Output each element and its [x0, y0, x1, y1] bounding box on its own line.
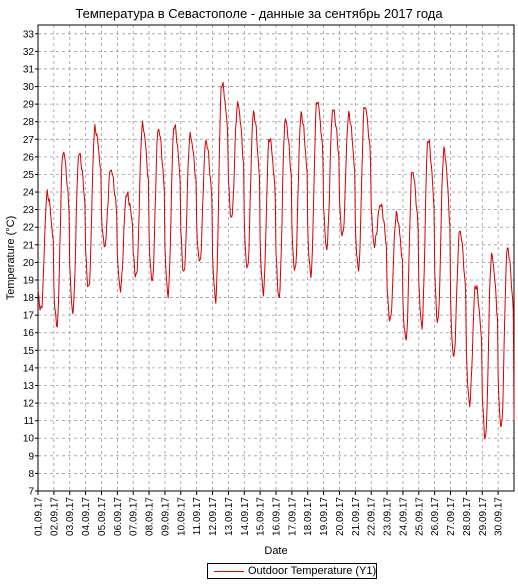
y-tick-label: 10 [23, 434, 35, 445]
y-tick-label: 28 [23, 117, 35, 128]
y-tick-label: 11 [24, 416, 35, 427]
x-tick-label: 11.09.17 [192, 497, 203, 536]
x-tick-label: 22.09.17 [367, 497, 378, 536]
x-tick-label: 23.09.17 [383, 497, 394, 536]
y-tick-label: 26 [23, 152, 35, 163]
x-tick-label: 05.09.17 [97, 497, 108, 536]
y-tick-label: 15 [23, 346, 35, 357]
y-tick-label: 29 [23, 100, 35, 111]
y-tick-label: 18 [23, 293, 35, 304]
x-tick-label: 14.09.17 [240, 497, 251, 536]
series-line-outdoor-temperature [37, 82, 515, 440]
y-tick-label: 24 [23, 188, 35, 199]
x-axis-label: Date [264, 545, 287, 557]
x-tick-label: 01.09.17 [34, 497, 45, 536]
y-tick-label: 7 [28, 487, 34, 498]
x-tick-label: 30.09.17 [494, 497, 505, 536]
y-tick-labels: 7 8 9 10 11 12 13 14 15 16 17 18 19 20 21 22 23 24 25 26 27 2… [23, 29, 38, 498]
chart-title: Температура в Севастополе - данные за се… [75, 6, 443, 21]
x-tick-label: 13.09.17 [224, 497, 235, 536]
y-tick-label: 23 [23, 205, 35, 216]
plot-area-frame [37, 24, 515, 492]
x-tick-label: 19.09.17 [319, 497, 330, 536]
x-tick-label: 17.09.17 [287, 497, 298, 536]
legend: Outdoor Temperature (Y1) [207, 563, 377, 579]
y-tick-label: 31 [23, 64, 35, 75]
y-tick-label: 13 [23, 381, 35, 392]
y-tick-label: 8 [28, 469, 34, 480]
x-tick-label: 03.09.17 [65, 497, 76, 536]
y-tick-label: 21 [23, 240, 35, 251]
y-tick-label: 12 [23, 399, 35, 410]
y-tick-label: 33 [23, 29, 35, 40]
x-tick-label: 04.09.17 [81, 497, 92, 536]
x-tick-label: 27.09.17 [446, 497, 457, 536]
y-tick-label: 19 [23, 275, 35, 286]
x-tick-label: 26.09.17 [430, 497, 441, 536]
x-tick-label: 29.09.17 [478, 497, 489, 536]
series-layer [37, 82, 515, 440]
x-tick-label: 16.09.17 [272, 497, 283, 536]
y-tick-label: 32 [23, 47, 35, 58]
x-tick-label: 24.09.17 [398, 497, 409, 536]
x-tick-label: 10.09.17 [176, 497, 187, 536]
x-tick-label: 25.09.17 [414, 497, 425, 536]
y-tick-label: 27 [23, 135, 35, 146]
x-tick-label: 02.09.17 [49, 497, 60, 536]
x-tick-label: 12.09.17 [208, 497, 219, 536]
x-tick-label: 15.09.17 [256, 497, 267, 536]
x-tick-label: 08.09.17 [145, 497, 156, 536]
y-tick-label: 20 [23, 258, 35, 269]
y-tick-label: 16 [23, 328, 35, 339]
legend-swatch [214, 571, 244, 572]
y-tick-label: 30 [23, 82, 35, 93]
y-axis-label: Temperature (°C) [5, 216, 17, 300]
x-tick-label: 20.09.17 [335, 497, 346, 536]
x-tick-labels: 01.09.17 02.09.17 03.09.17 04.09.17 05.09.17… [34, 491, 505, 536]
chart-svg: 7 8 9 10 11 12 13 14 15 16 17 18 19 20 21 22 23 24 25 26 27 2… [5, 24, 515, 557]
legend-label: Outdoor Temperature (Y1) [248, 565, 377, 577]
x-tick-label: 18.09.17 [303, 497, 314, 536]
y-tick-label: 22 [23, 223, 35, 234]
x-tick-label: 07.09.17 [129, 497, 140, 536]
y-tick-label: 25 [23, 170, 35, 181]
x-tick-label: 28.09.17 [462, 497, 473, 536]
x-tick-label: 06.09.17 [113, 497, 124, 536]
y-tick-label: 9 [28, 451, 34, 462]
x-tick-label: 09.09.17 [160, 497, 171, 536]
y-tick-label: 17 [23, 311, 35, 322]
x-tick-label: 21.09.17 [351, 497, 362, 536]
y-tick-label: 14 [23, 363, 35, 374]
